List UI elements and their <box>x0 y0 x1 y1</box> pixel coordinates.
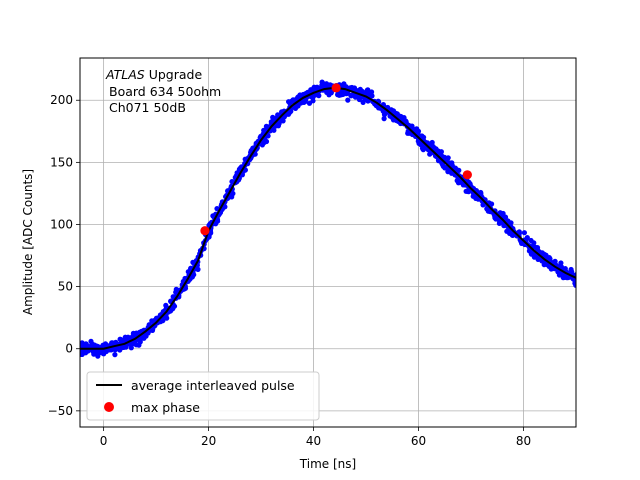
legend-box <box>86 371 320 421</box>
sample-point <box>414 126 420 132</box>
sample-point <box>460 182 466 188</box>
sample-point <box>360 89 366 96</box>
sample-point <box>242 156 248 162</box>
legend-label-max-phase: max phase <box>131 400 200 415</box>
sample-point <box>365 98 371 104</box>
sample-point <box>94 343 100 349</box>
sample-point <box>492 215 498 221</box>
x-tick-label: 80 <box>516 434 531 448</box>
y-tick-label: 200 <box>50 93 73 107</box>
plot-area <box>80 79 576 359</box>
max-phase-marker <box>331 83 341 93</box>
sample-point <box>438 149 444 155</box>
grid-lines <box>80 58 576 427</box>
sample-point <box>524 235 530 241</box>
sample-point <box>528 251 535 257</box>
sample-point <box>369 89 375 95</box>
sample-point <box>356 96 362 103</box>
sample-point <box>442 165 448 171</box>
sample-point <box>489 201 495 207</box>
sample-point <box>348 92 354 98</box>
sample-point <box>369 93 375 99</box>
sample-point <box>326 92 332 98</box>
x-axis: 0 20 40 60 80 <box>100 427 531 448</box>
sample-point <box>190 259 196 265</box>
sample-point <box>339 89 345 95</box>
annotation-upgrade: Upgrade <box>145 67 203 82</box>
max-phase-markers <box>200 83 472 236</box>
sample-point <box>381 116 387 122</box>
sample-point <box>573 282 576 288</box>
y-tick-label: 150 <box>50 155 73 169</box>
sample-point <box>349 84 355 91</box>
max-phase-marker <box>200 226 210 236</box>
sample-point <box>558 260 564 266</box>
sample-point <box>428 141 434 148</box>
x-tick-label: 20 <box>201 434 216 448</box>
sample-point <box>125 335 131 341</box>
sample-point <box>294 103 300 109</box>
sample-point <box>478 190 484 197</box>
sample-point <box>118 337 124 343</box>
annotation-line-1: ATLAS Upgrade <box>105 67 202 82</box>
y-tick-label: −50 <box>48 404 73 418</box>
sample-point <box>306 100 313 106</box>
sample-point <box>557 272 564 278</box>
sample-point <box>301 99 307 105</box>
sample-point <box>271 127 277 133</box>
annotation-line-2: Board 634 50ohm <box>109 84 221 99</box>
sample-point <box>104 342 110 348</box>
sample-point <box>510 232 516 238</box>
sample-point <box>562 274 568 280</box>
y-tick-label: 100 <box>50 217 73 231</box>
y-axis: −50 0 50 100 150 200 <box>48 93 80 418</box>
plot-frame <box>79 57 577 428</box>
x-tick-label: 0 <box>100 434 108 448</box>
sample-point <box>466 189 472 195</box>
sample-point <box>345 97 351 103</box>
sample-point <box>259 142 265 148</box>
sample-point <box>210 213 216 219</box>
x-axis-label: Time [ns] <box>299 457 356 471</box>
sample-point <box>109 340 115 346</box>
sample-point <box>445 155 451 161</box>
sample-point <box>112 352 118 358</box>
legend-marker-swatch <box>104 402 114 412</box>
annotation: ATLAS Upgrade Board 634 50ohm Ch071 50dB <box>105 67 221 115</box>
sample-point <box>136 342 142 348</box>
x-tick-label: 60 <box>411 434 426 448</box>
sample-point <box>521 230 528 236</box>
sample-point <box>275 123 281 129</box>
sample-point <box>85 343 91 349</box>
sample-point <box>91 351 97 357</box>
sample-point <box>130 330 136 336</box>
sample-point <box>101 351 107 357</box>
annotation-atlas: ATLAS <box>105 67 145 82</box>
sample-point <box>159 318 165 324</box>
y-tick-label: 0 <box>65 342 73 356</box>
annotation-line-3: Ch071 50dB <box>109 100 186 115</box>
legend-label-average: average interleaved pulse <box>131 378 295 393</box>
x-tick-label: 40 <box>306 434 321 448</box>
sample-point <box>484 206 490 212</box>
sample-point <box>455 180 462 186</box>
sample-point <box>569 269 575 275</box>
sample-point <box>508 220 514 226</box>
y-tick-label: 50 <box>58 280 73 294</box>
sample-point <box>288 98 294 105</box>
sample-point <box>149 318 155 324</box>
sample-point <box>531 243 537 249</box>
sample-point <box>364 87 370 93</box>
legend: average interleaved pulse max phase <box>86 371 320 421</box>
sample-point <box>534 245 541 251</box>
max-phase-marker <box>462 170 472 180</box>
sample-point <box>88 338 94 344</box>
sample-point <box>195 266 201 272</box>
y-axis-label: Amplitude [ADC Counts] <box>21 169 35 315</box>
